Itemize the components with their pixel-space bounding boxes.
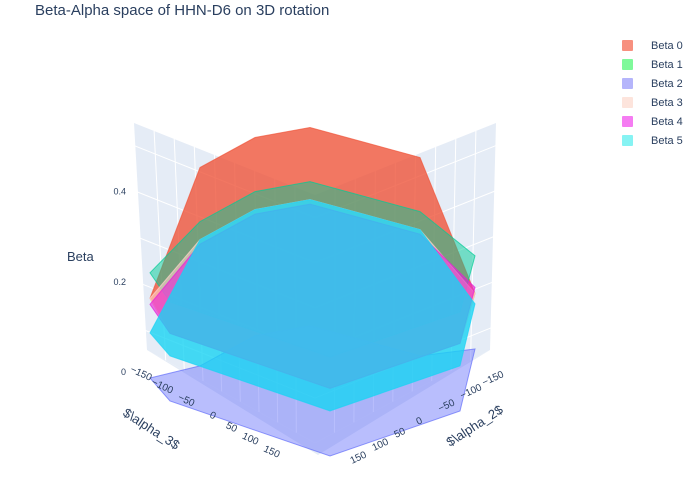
legend-item-beta-3[interactable]: Beta 3 bbox=[622, 93, 683, 112]
legend-item-beta-4[interactable]: Beta 4 bbox=[622, 112, 683, 131]
legend-label: Beta 5 bbox=[651, 134, 683, 147]
z-tick-label: 0.2 bbox=[113, 277, 126, 287]
legend-item-beta-0[interactable]: Beta 0 bbox=[622, 36, 683, 55]
x-tick-label: 0 bbox=[208, 410, 218, 423]
x-axis-title: $\alpha_3$ bbox=[120, 405, 183, 453]
legend-item-beta-5[interactable]: Beta 5 bbox=[622, 131, 683, 150]
y-tick-label: 50 bbox=[393, 426, 408, 441]
gridline-right bbox=[470, 130, 477, 361]
x-tick-label: 150 bbox=[262, 444, 282, 461]
z-axis-title: Beta bbox=[67, 249, 95, 264]
legend-swatch bbox=[622, 59, 633, 70]
y-tick-label: 0 bbox=[415, 415, 425, 428]
legend-swatch bbox=[622, 97, 633, 108]
legend-swatch bbox=[622, 135, 633, 146]
legend-label: Beta 1 bbox=[651, 58, 683, 71]
z-tick-label: 0 bbox=[121, 367, 126, 377]
legend-item-beta-1[interactable]: Beta 1 bbox=[622, 55, 683, 74]
surface-beta-5 bbox=[149, 199, 476, 412]
legend: Beta 0 Beta 1 Beta 2 Beta 3 Beta 4 Beta 5 bbox=[622, 36, 683, 150]
z-tick-label: 0.4 bbox=[113, 187, 126, 197]
legend-swatch bbox=[622, 78, 633, 89]
legend-swatch bbox=[622, 40, 633, 51]
x-tick-label: 100 bbox=[240, 431, 260, 448]
legend-label: Beta 0 bbox=[651, 39, 683, 52]
legend-label: Beta 3 bbox=[651, 96, 683, 109]
y-tick-label: −150 bbox=[481, 369, 506, 389]
x-tick-label: −150 bbox=[128, 364, 153, 384]
legend-label: Beta 4 bbox=[651, 115, 683, 128]
legend-swatch bbox=[622, 116, 633, 127]
x-tick-label: 50 bbox=[224, 420, 239, 435]
legend-label: Beta 2 bbox=[651, 77, 683, 90]
legend-item-beta-2[interactable]: Beta 2 bbox=[622, 74, 683, 93]
surfaces bbox=[149, 126, 476, 457]
y-tick-label: 150 bbox=[349, 450, 369, 467]
chart-title: Beta-Alpha space of HHN-D6 on 3D rotatio… bbox=[35, 2, 330, 19]
